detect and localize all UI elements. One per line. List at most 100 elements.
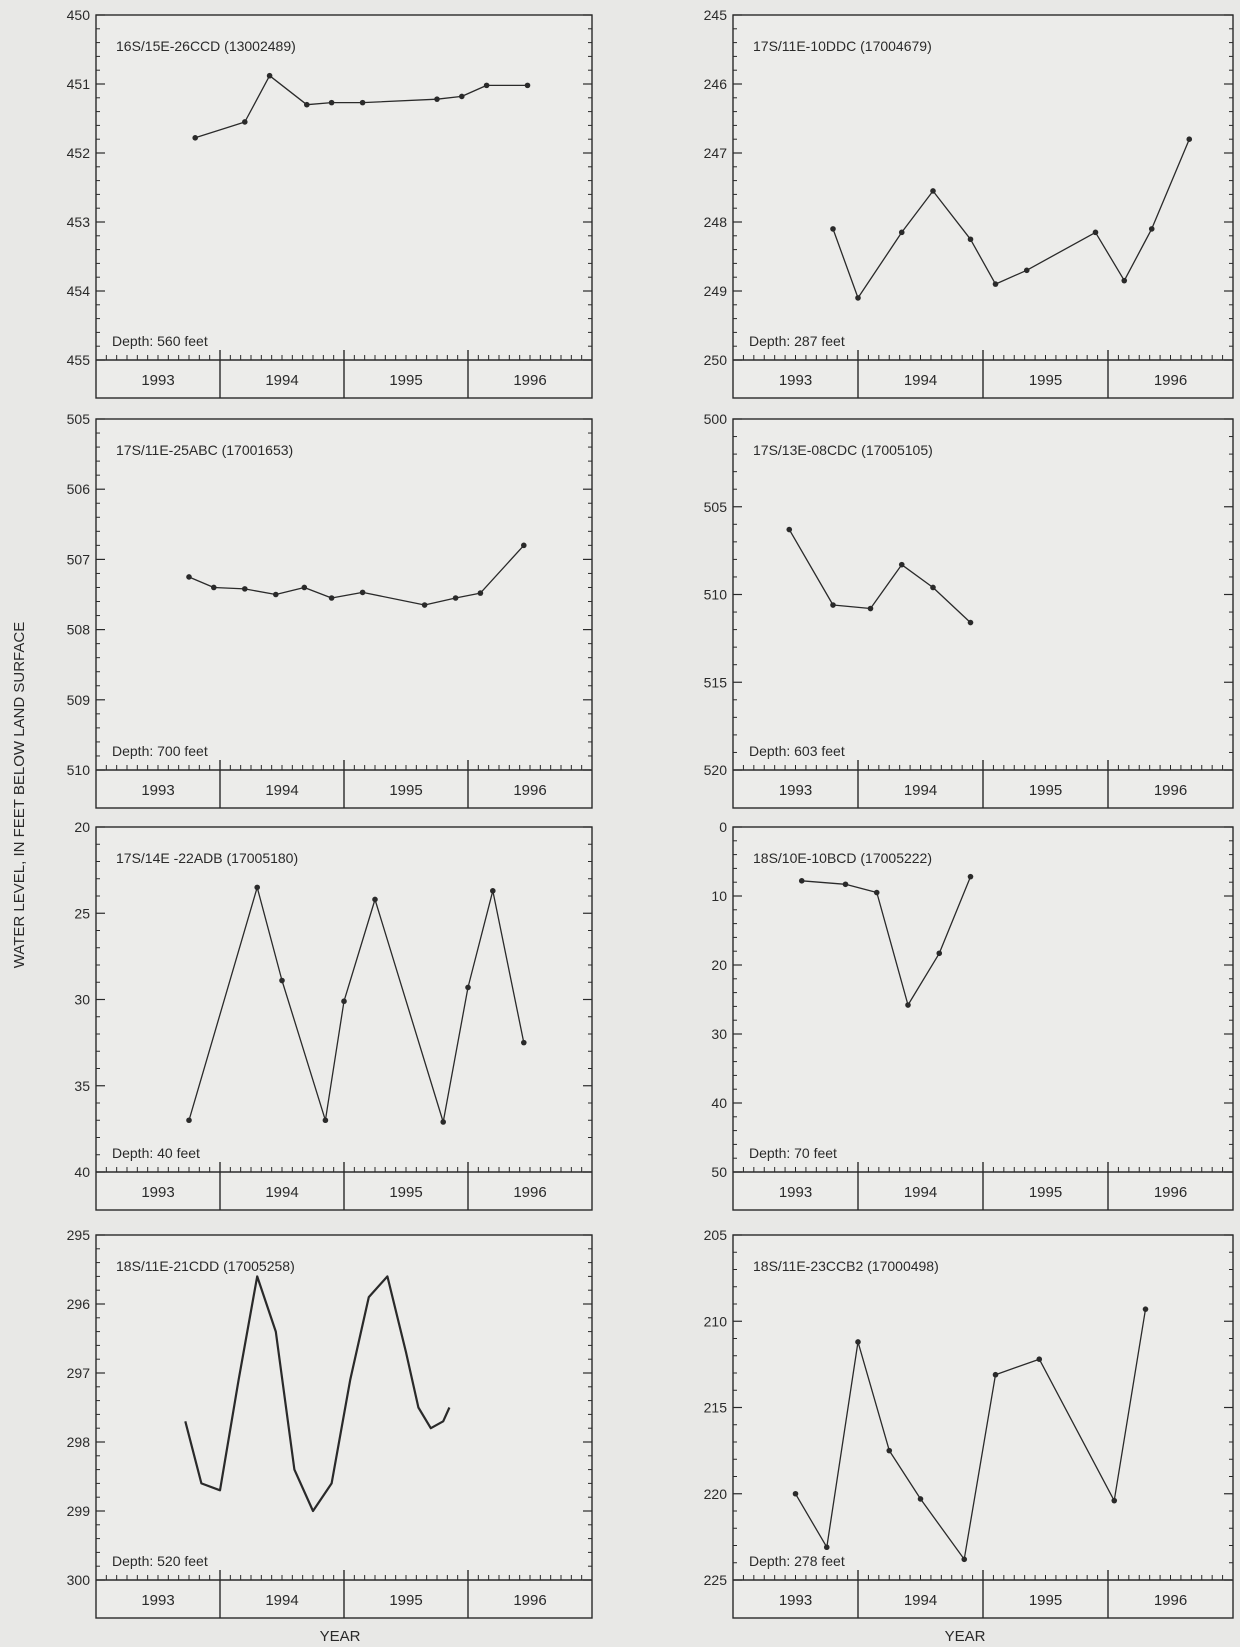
y-tick-label: 295	[67, 1227, 91, 1243]
x-tick-label: 1993	[779, 1592, 812, 1609]
data-point	[1023, 267, 1030, 274]
data-point	[967, 873, 974, 880]
y-tick-label: 297	[67, 1365, 91, 1381]
y-tick-label: 454	[67, 283, 91, 299]
x-tick-label: 1995	[389, 1592, 422, 1609]
data-point	[304, 101, 310, 108]
data-point	[855, 1339, 861, 1345]
y-tick-label: 225	[704, 1572, 728, 1588]
data-point	[967, 619, 974, 626]
data-point	[886, 1447, 893, 1454]
depth-annotation: Depth: 700 feet	[112, 743, 208, 759]
data-point	[459, 93, 465, 100]
y-tick-label: 510	[67, 762, 91, 778]
y-tick-label: 0	[719, 819, 727, 835]
x-tick-label: 1996	[1154, 1184, 1187, 1201]
chart-panel-8: 205 210 215 220 225 1993 1994 1995 1996 18S/11E-2…	[704, 1227, 1234, 1619]
plot-frame	[95, 14, 593, 399]
x-tick-label: 1994	[904, 1184, 937, 1201]
data-point	[930, 584, 936, 591]
data-point	[967, 236, 974, 243]
y-tick-label: 25	[74, 905, 90, 921]
plot-frame	[95, 826, 593, 1211]
y-tick-label: 455	[67, 352, 91, 368]
data-point	[930, 188, 936, 194]
data-point	[192, 135, 198, 141]
chart-panel-4: 500 505 510 515 520 1993 1994 1995 1996 17S/13E-0…	[704, 411, 1234, 809]
y-tick-label: 296	[67, 1296, 91, 1312]
y-tick-label: 248	[704, 214, 728, 230]
y-tick-label: 10	[711, 888, 727, 904]
data-point	[359, 589, 366, 596]
series-line	[184, 1275, 451, 1513]
data-point	[917, 1496, 924, 1502]
data-point	[359, 99, 366, 106]
plot-frame	[732, 418, 1234, 809]
y-tick-label: 20	[711, 957, 727, 973]
data-point	[855, 295, 861, 301]
data-point	[798, 878, 805, 884]
x-tick-label: 1993	[141, 372, 174, 389]
chart-title: 18S/11E-21CDD (17005258)	[116, 1258, 295, 1274]
y-tick-label: 451	[67, 76, 91, 92]
y-tick-label: 215	[704, 1400, 728, 1416]
data-point	[452, 595, 459, 601]
data-point	[1111, 1497, 1118, 1504]
depth-annotation: Depth: 70 feet	[749, 1145, 837, 1161]
data-point	[301, 584, 308, 591]
series-line	[788, 529, 971, 624]
x-tick-label: 1994	[265, 1592, 298, 1609]
y-tick-label: 205	[704, 1227, 728, 1243]
data-point	[434, 96, 440, 102]
y-axis-label: WATER LEVEL, IN FEET BELOW LAND SURFACE	[11, 622, 28, 968]
data-point	[905, 1002, 911, 1008]
y-tick-label: 30	[74, 992, 90, 1008]
x-tick-label: 1993	[141, 1184, 174, 1201]
data-point	[867, 605, 874, 612]
data-point	[898, 229, 905, 236]
x-axis-label-right: YEAR	[945, 1628, 986, 1645]
y-tick-label: 299	[67, 1503, 91, 1519]
y-tick-label: 250	[704, 352, 728, 368]
chart-panel-3: 505 506 507 508 509 510 1993 1994 1995 1996 17S/11…	[67, 411, 593, 809]
chart-panel-7: 295 296 297 298 299 300 1993 1994 1995 1996 18S/11…	[67, 1227, 593, 1619]
y-tick-label: 20	[74, 819, 90, 835]
chart-title: 17S/14E -22ADB (17005180)	[116, 850, 298, 866]
data-point	[483, 82, 490, 89]
x-tick-label: 1996	[1154, 372, 1187, 389]
chart-title: 17S/13E-08CDC (17005105)	[753, 442, 933, 458]
y-tick-label: 500	[704, 411, 728, 427]
data-point	[524, 82, 531, 89]
data-point	[873, 889, 880, 896]
x-tick-label: 1994	[904, 372, 937, 389]
data-point	[254, 884, 260, 891]
x-tick-label: 1993	[141, 1592, 174, 1609]
data-point	[477, 590, 484, 596]
x-tick-label: 1996	[513, 1184, 546, 1201]
y-tick-label: 247	[704, 145, 728, 161]
series-line	[195, 75, 528, 139]
y-tick-label: 453	[67, 214, 91, 230]
y-tick-label: 510	[704, 587, 728, 603]
chart-title: 16S/15E-26CCD (13002489)	[116, 38, 296, 54]
x-tick-label: 1994	[265, 372, 298, 389]
chart-panel-5: 20 25 30 35 40 1993 1994 1995 1996 17S/14E -22ADB…	[74, 819, 593, 1211]
chart-panel-6: 0 10 20 30 40 50 1993 1994 1995 1996 18S/10E-10BCD…	[711, 819, 1234, 1211]
x-tick-label: 1995	[389, 372, 422, 389]
y-tick-label: 505	[67, 411, 91, 427]
depth-annotation: Depth: 278 feet	[749, 1553, 845, 1569]
y-tick-label: 298	[67, 1434, 91, 1450]
plot-frame	[732, 14, 1234, 399]
y-tick-label: 40	[74, 1164, 90, 1180]
chart-title: 17S/11E-25ABC (17001653)	[116, 442, 293, 458]
y-tick-label: 210	[704, 1313, 728, 1329]
x-tick-label: 1995	[1029, 1184, 1062, 1201]
data-point	[322, 1117, 329, 1124]
y-tick-label: 520	[704, 762, 728, 778]
data-point	[1121, 277, 1128, 284]
data-point	[521, 1039, 527, 1046]
x-tick-label: 1995	[389, 782, 422, 799]
x-tick-label: 1996	[513, 372, 546, 389]
data-point	[186, 574, 192, 580]
